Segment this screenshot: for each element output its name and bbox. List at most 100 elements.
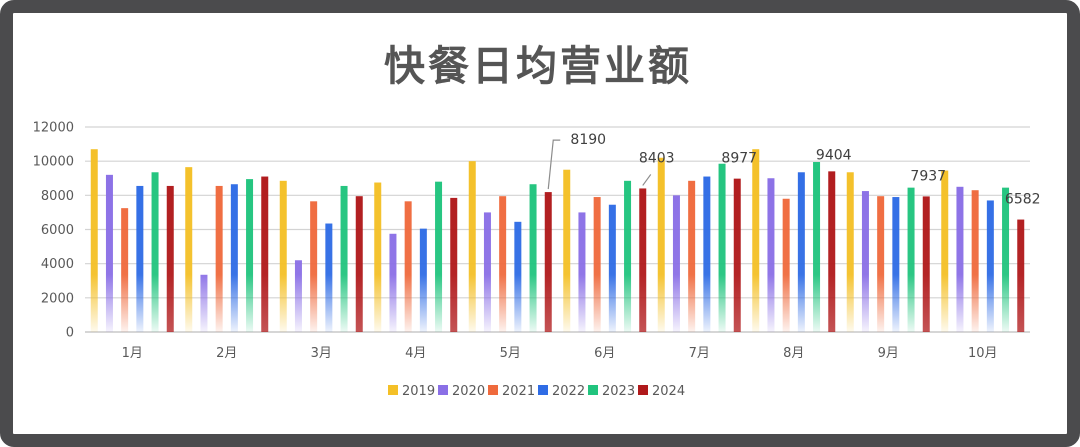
bar-2023-7月 xyxy=(718,163,726,332)
legend-label: 2022 xyxy=(552,384,585,399)
bar-2024-9月 xyxy=(922,196,930,332)
x-tick-label: 1月 xyxy=(122,346,143,361)
legend-item-2019: 2019 xyxy=(388,384,435,399)
bar-2023-6月 xyxy=(624,180,632,332)
bar-2022-3月 xyxy=(325,223,333,332)
bar-2019-1月 xyxy=(90,149,98,332)
legend-label: 2020 xyxy=(452,384,485,399)
legend-item-2024: 2024 xyxy=(638,384,685,399)
bar-2019-2月 xyxy=(185,167,193,332)
bar-2023-5月 xyxy=(529,184,537,332)
bar-2021-10月 xyxy=(971,190,979,332)
y-tick-label: 0 xyxy=(66,326,74,341)
x-tick-label: 10月 xyxy=(968,346,998,361)
bars xyxy=(90,149,1025,332)
legend-swatch xyxy=(438,385,448,395)
legend-label: 2019 xyxy=(402,384,435,399)
bar-2019-9月 xyxy=(846,172,854,332)
y-tick-label: 10000 xyxy=(33,155,74,170)
bar-2021-8月 xyxy=(782,198,790,332)
bar-2020-3月 xyxy=(294,260,302,332)
bar-2020-2月 xyxy=(200,274,208,332)
bar-2021-9月 xyxy=(877,196,885,332)
legend-item-2022: 2022 xyxy=(538,384,585,399)
legend-item-2023: 2023 xyxy=(588,384,635,399)
bar-2020-10月 xyxy=(956,186,964,332)
bar-2019-3月 xyxy=(279,180,287,332)
legend-item-2020: 2020 xyxy=(438,384,485,399)
bar-2022-4月 xyxy=(419,228,427,332)
legend-label: 2021 xyxy=(502,384,535,399)
y-tick-label: 8000 xyxy=(41,189,74,204)
x-tick-label: 2月 xyxy=(216,346,237,361)
bar-2020-6月 xyxy=(578,212,586,332)
x-tick-label: 8月 xyxy=(783,346,804,361)
bar-2019-6月 xyxy=(563,169,571,332)
leader-line xyxy=(642,174,652,186)
data-label: 8977 xyxy=(721,151,757,167)
x-tick-label: 7月 xyxy=(689,346,710,361)
bar-2021-3月 xyxy=(310,201,318,332)
bar-2023-2月 xyxy=(246,179,254,332)
legend-item-2021: 2021 xyxy=(488,384,535,399)
bar-2024-5月 xyxy=(544,192,552,332)
bar-2019-4月 xyxy=(374,182,382,332)
bar-2021-1月 xyxy=(121,208,129,332)
legend-swatch xyxy=(588,385,598,395)
data-label: 8403 xyxy=(639,150,675,166)
bar-2019-10月 xyxy=(941,170,949,332)
bar-2024-2月 xyxy=(261,176,269,332)
y-tick-label: 2000 xyxy=(41,291,74,306)
x-axis: 1月 2月 3月 4月 5月 6月 7月 8月 9月 10月 xyxy=(122,346,998,361)
bar-2020-7月 xyxy=(672,195,680,332)
bar-2022-2月 xyxy=(230,184,238,332)
bar-2022-1月 xyxy=(136,185,144,332)
x-tick-label: 9月 xyxy=(878,346,899,361)
bar-2023-8月 xyxy=(813,162,821,332)
x-tick-label: 6月 xyxy=(594,346,615,361)
bar-2020-4月 xyxy=(389,233,397,332)
data-labels: 8190 8403 8977 9404 7937 6582 xyxy=(547,132,1041,208)
bar-2023-10月 xyxy=(1002,187,1010,332)
bar-2020-1月 xyxy=(105,174,113,332)
legend-swatch xyxy=(388,385,398,395)
bar-2022-8月 xyxy=(797,172,805,332)
x-tick-label: 5月 xyxy=(500,346,521,361)
data-label: 9404 xyxy=(816,147,852,163)
bar-2019-5月 xyxy=(468,161,476,332)
legend-label: 2023 xyxy=(602,384,635,399)
bar-2020-5月 xyxy=(483,212,491,332)
data-label: 6582 xyxy=(1005,192,1041,208)
chart-title: 快餐日均营业额 xyxy=(384,42,692,90)
gridlines xyxy=(85,126,1030,333)
bar-2021-6月 xyxy=(593,197,601,332)
bar-2024-6月 xyxy=(639,188,647,332)
bar-2022-6月 xyxy=(608,204,616,332)
x-tick-label: 3月 xyxy=(311,346,332,361)
data-label: 8190 xyxy=(570,132,606,148)
bar-2020-9月 xyxy=(861,191,869,332)
bar-2019-7月 xyxy=(657,157,665,332)
legend-swatch xyxy=(538,385,548,395)
legend-swatch xyxy=(638,385,648,395)
y-tick-label: 12000 xyxy=(33,121,74,136)
bar-2023-4月 xyxy=(435,181,443,332)
bar-2022-7月 xyxy=(703,176,711,332)
bar-2021-7月 xyxy=(688,180,696,332)
legend-label: 2024 xyxy=(652,384,685,399)
bar-2022-5月 xyxy=(514,221,522,332)
bar-2024-10月 xyxy=(1017,219,1025,332)
bar-2023-3月 xyxy=(340,185,348,332)
bar-2024-7月 xyxy=(733,178,741,332)
legend-swatch xyxy=(488,385,498,395)
bar-2021-4月 xyxy=(404,201,412,332)
bar-2024-4月 xyxy=(450,197,458,332)
bar-2022-10月 xyxy=(986,200,994,332)
bar-2024-3月 xyxy=(355,196,363,332)
bar-2019-8月 xyxy=(752,149,760,332)
bar-2023-9月 xyxy=(907,187,915,332)
bar-2023-1月 xyxy=(151,172,159,332)
bar-2024-1月 xyxy=(166,185,174,332)
